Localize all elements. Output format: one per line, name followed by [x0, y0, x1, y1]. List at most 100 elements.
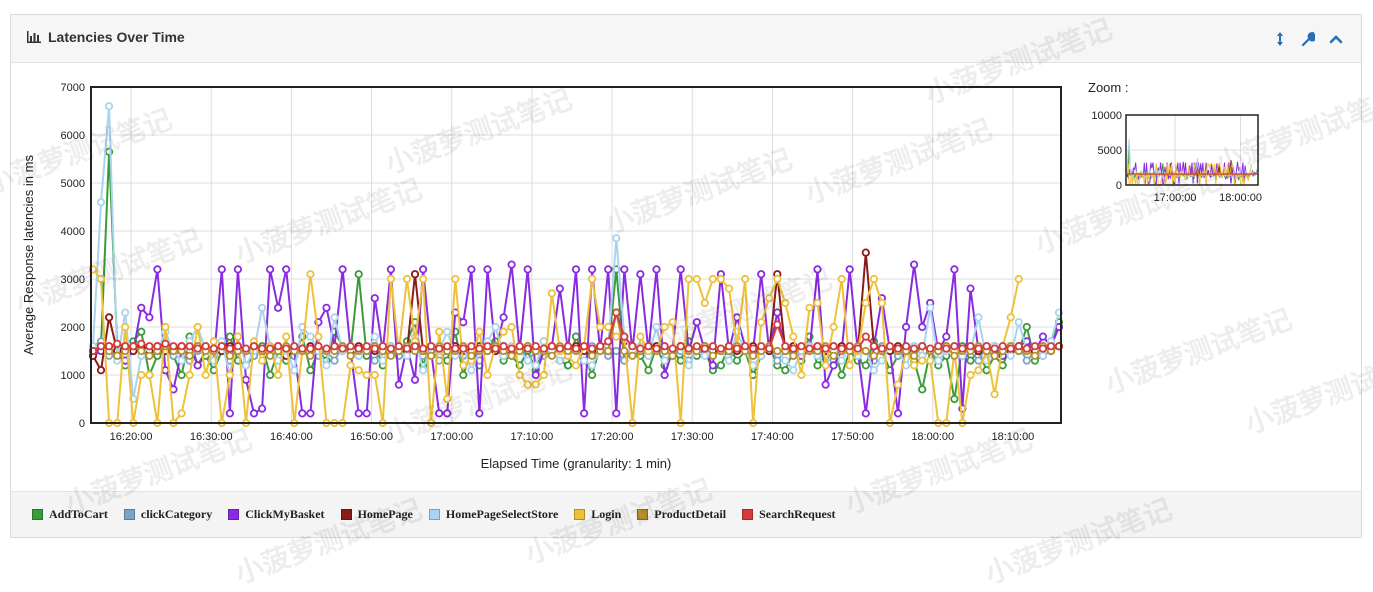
resize-vertical-icon[interactable] [1273, 31, 1287, 47]
data-point [700, 298, 709, 308]
data-point [604, 346, 613, 356]
data-point [467, 351, 476, 360]
data-point [491, 344, 500, 353]
data-point [314, 342, 323, 351]
data-point [443, 342, 452, 351]
data-point [306, 409, 315, 418]
data-point [1022, 322, 1031, 332]
data-point [177, 342, 186, 351]
data-point [249, 409, 259, 418]
data-point [708, 274, 718, 284]
data-point [587, 344, 597, 353]
data-point [96, 342, 106, 351]
wrench-icon[interactable] [1301, 31, 1315, 47]
legend-item-HomePageSelectStore[interactable]: HomePageSelectStore [428, 507, 558, 522]
data-point [909, 361, 919, 370]
data-point [346, 342, 355, 351]
data-point [145, 313, 154, 322]
data-point [531, 361, 540, 370]
data-point [298, 409, 307, 418]
data-point [877, 344, 887, 353]
data-point [821, 344, 830, 353]
data-point [306, 270, 315, 279]
data-point [934, 356, 943, 365]
data-point [797, 370, 806, 380]
data-point [483, 342, 492, 351]
legend-item-HomePage[interactable]: HomePage [340, 507, 413, 522]
data-point [757, 270, 766, 279]
data-point [225, 370, 234, 380]
data-point [644, 342, 653, 351]
data-point [781, 298, 790, 308]
panel-header: Latencies Over Time [11, 15, 1361, 63]
data-point [193, 344, 202, 353]
data-point [370, 332, 379, 341]
data-point [394, 342, 403, 351]
data-point [290, 342, 299, 351]
data-point [346, 351, 355, 360]
data-point [185, 370, 194, 380]
panel-title-group: Latencies Over Time [27, 29, 185, 45]
legend-item-Login[interactable]: Login [574, 507, 621, 522]
x-tick-label: 17:10:00 [510, 431, 553, 443]
data-point [273, 342, 283, 351]
data-point [974, 366, 983, 375]
data-point [1038, 351, 1048, 360]
x-tick-label: 17:00:00 [430, 431, 473, 443]
y-tick-label: 4000 [61, 226, 85, 238]
data-point [1014, 318, 1023, 327]
data-point [1006, 351, 1015, 360]
data-point [893, 344, 903, 353]
y-tick-label: 6000 [61, 130, 85, 142]
data-point [555, 344, 565, 353]
y-tick-label: 2000 [61, 322, 85, 334]
data-point [869, 366, 879, 375]
data-point [885, 342, 895, 351]
data-point [153, 265, 162, 274]
data-point [241, 375, 251, 384]
data-point [306, 344, 315, 353]
data-point [926, 344, 935, 353]
data-point [612, 332, 621, 341]
data-point [386, 351, 395, 360]
data-point [523, 380, 532, 389]
data-point [612, 308, 621, 317]
data-point [620, 265, 629, 274]
zoom-title: Zoom : [1088, 80, 1128, 95]
data-point [531, 380, 540, 389]
x-tick-label: 17:30:00 [671, 431, 714, 443]
data-point [362, 342, 371, 351]
data-point [330, 313, 339, 322]
legend-item-SearchRequest[interactable]: SearchRequest [742, 507, 836, 522]
legend-label: HomePage [357, 507, 413, 521]
data-point [942, 332, 951, 341]
latency-chart[interactable]: 0 1000 2000 3000 4000 5000 6000 7000 16:20:00 16:… [11, 63, 1363, 491]
data-point [893, 380, 903, 389]
chevron-up-icon[interactable] [1329, 31, 1343, 47]
data-point [169, 342, 178, 351]
data-point [209, 337, 218, 346]
x-tick-label: 16:50:00 [350, 431, 393, 443]
data-point [451, 274, 460, 284]
data-point [459, 361, 468, 370]
data-point [724, 284, 734, 293]
data-point [789, 332, 798, 341]
legend-item-clickCategory[interactable]: clickCategory [123, 507, 212, 522]
x-tick-label: 16:20:00 [110, 431, 153, 443]
data-point [789, 366, 798, 375]
data-point [435, 327, 444, 336]
data-point [668, 351, 677, 360]
data-point [781, 366, 790, 375]
data-point [137, 346, 146, 356]
data-point [193, 361, 202, 370]
legend-item-ClickMyBasket[interactable]: ClickMyBasket [228, 507, 325, 522]
data-point [370, 370, 379, 380]
data-point [636, 270, 645, 279]
legend-item-ProductDetail[interactable]: ProductDetail [637, 507, 726, 522]
data-point [773, 356, 782, 365]
data-point [918, 385, 927, 394]
zoom-y-tick-label: 10000 [1091, 110, 1122, 122]
data-point [185, 351, 194, 360]
data-point [96, 198, 106, 207]
legend-item-AddToCart[interactable]: AddToCart [32, 507, 108, 522]
